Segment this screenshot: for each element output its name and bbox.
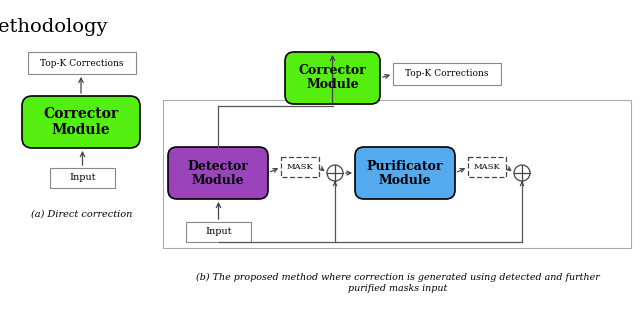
Text: MASK: MASK (287, 163, 314, 171)
Text: Module: Module (52, 123, 110, 137)
Text: Corrector: Corrector (299, 65, 366, 78)
FancyBboxPatch shape (468, 157, 506, 177)
FancyBboxPatch shape (168, 147, 268, 199)
Text: MASK: MASK (474, 163, 500, 171)
FancyBboxPatch shape (28, 52, 136, 74)
Text: ethodology: ethodology (0, 18, 108, 36)
FancyBboxPatch shape (285, 52, 380, 104)
Text: Input: Input (205, 227, 232, 236)
FancyBboxPatch shape (50, 168, 115, 188)
Circle shape (327, 165, 343, 181)
Text: Detector: Detector (188, 160, 248, 172)
Text: Purificator: Purificator (367, 160, 444, 172)
FancyBboxPatch shape (393, 63, 501, 85)
Text: Corrector: Corrector (44, 107, 118, 121)
Text: Top-K Corrections: Top-K Corrections (405, 69, 489, 78)
Text: purified masks input: purified masks input (348, 284, 448, 293)
FancyBboxPatch shape (163, 100, 631, 248)
Text: Top-K Corrections: Top-K Corrections (40, 58, 124, 68)
FancyBboxPatch shape (281, 157, 319, 177)
Text: Input: Input (69, 173, 96, 182)
Text: Module: Module (306, 78, 359, 91)
Text: Module: Module (192, 173, 244, 186)
Text: (a) Direct correction: (a) Direct correction (31, 210, 132, 219)
Circle shape (514, 165, 530, 181)
FancyBboxPatch shape (22, 96, 140, 148)
Text: Module: Module (379, 173, 431, 186)
FancyBboxPatch shape (355, 147, 455, 199)
FancyBboxPatch shape (186, 222, 251, 242)
Text: (b) The proposed method where correction is generated using detected and further: (b) The proposed method where correction… (196, 273, 600, 282)
